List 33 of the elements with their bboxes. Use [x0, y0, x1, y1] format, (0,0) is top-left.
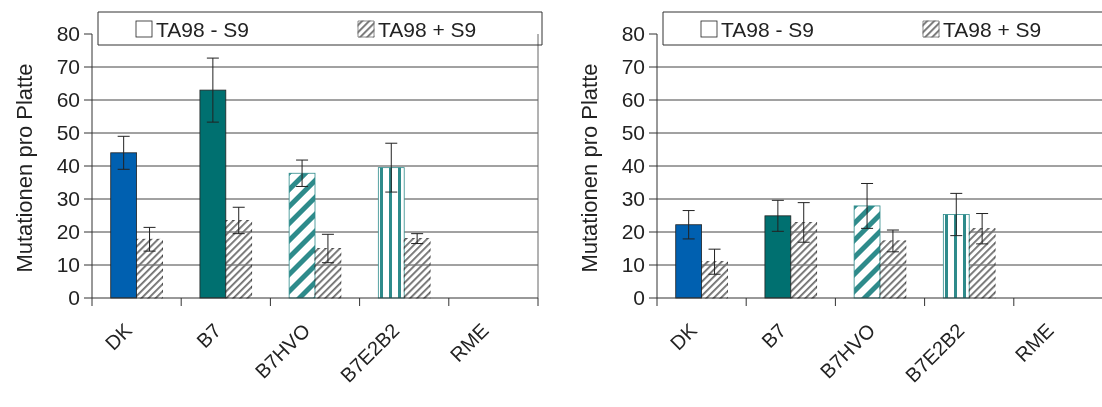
x-tick-label: DK	[100, 318, 137, 355]
x-tick-label: B7	[757, 319, 791, 353]
y-tick-label: 80	[621, 22, 645, 46]
bar	[942, 214, 970, 299]
legend-label: TA98 - S9	[721, 18, 814, 41]
y-tick-label: 20	[621, 220, 645, 244]
y-tick-label: 50	[621, 121, 645, 145]
x-tick-label: DK	[665, 318, 702, 355]
y-tick-label: 60	[621, 88, 645, 112]
y-tick-label: 80	[56, 22, 80, 46]
legend-label: TA98 + S9	[943, 18, 1042, 41]
y-tick-label: 40	[621, 154, 645, 178]
bar	[403, 238, 431, 299]
legend-label: TA98 - S9	[156, 18, 249, 41]
y-tick-label: 30	[621, 187, 645, 211]
y-tick-label: 60	[56, 88, 80, 112]
bar	[853, 205, 881, 299]
y-tick-label: 0	[633, 286, 645, 310]
y-tick-label: 70	[621, 55, 645, 79]
y-tick-label: 0	[68, 286, 80, 310]
y-tick-label: 50	[56, 121, 80, 145]
y-axis-title: Mutationen pro Platte	[12, 63, 37, 273]
bar	[377, 167, 405, 299]
bar	[288, 172, 316, 299]
x-tick-label: B7	[192, 319, 226, 353]
y-tick-label: 10	[56, 253, 80, 277]
y-tick-label: 20	[56, 220, 80, 244]
y-tick-label: 10	[621, 253, 645, 277]
y-axis-title: Mutationen pro Platte	[577, 63, 602, 273]
legend-label: TA98 + S9	[378, 18, 477, 41]
y-tick-label: 40	[56, 154, 80, 178]
y-tick-label: 30	[56, 187, 80, 211]
y-tick-label: 70	[56, 55, 80, 79]
